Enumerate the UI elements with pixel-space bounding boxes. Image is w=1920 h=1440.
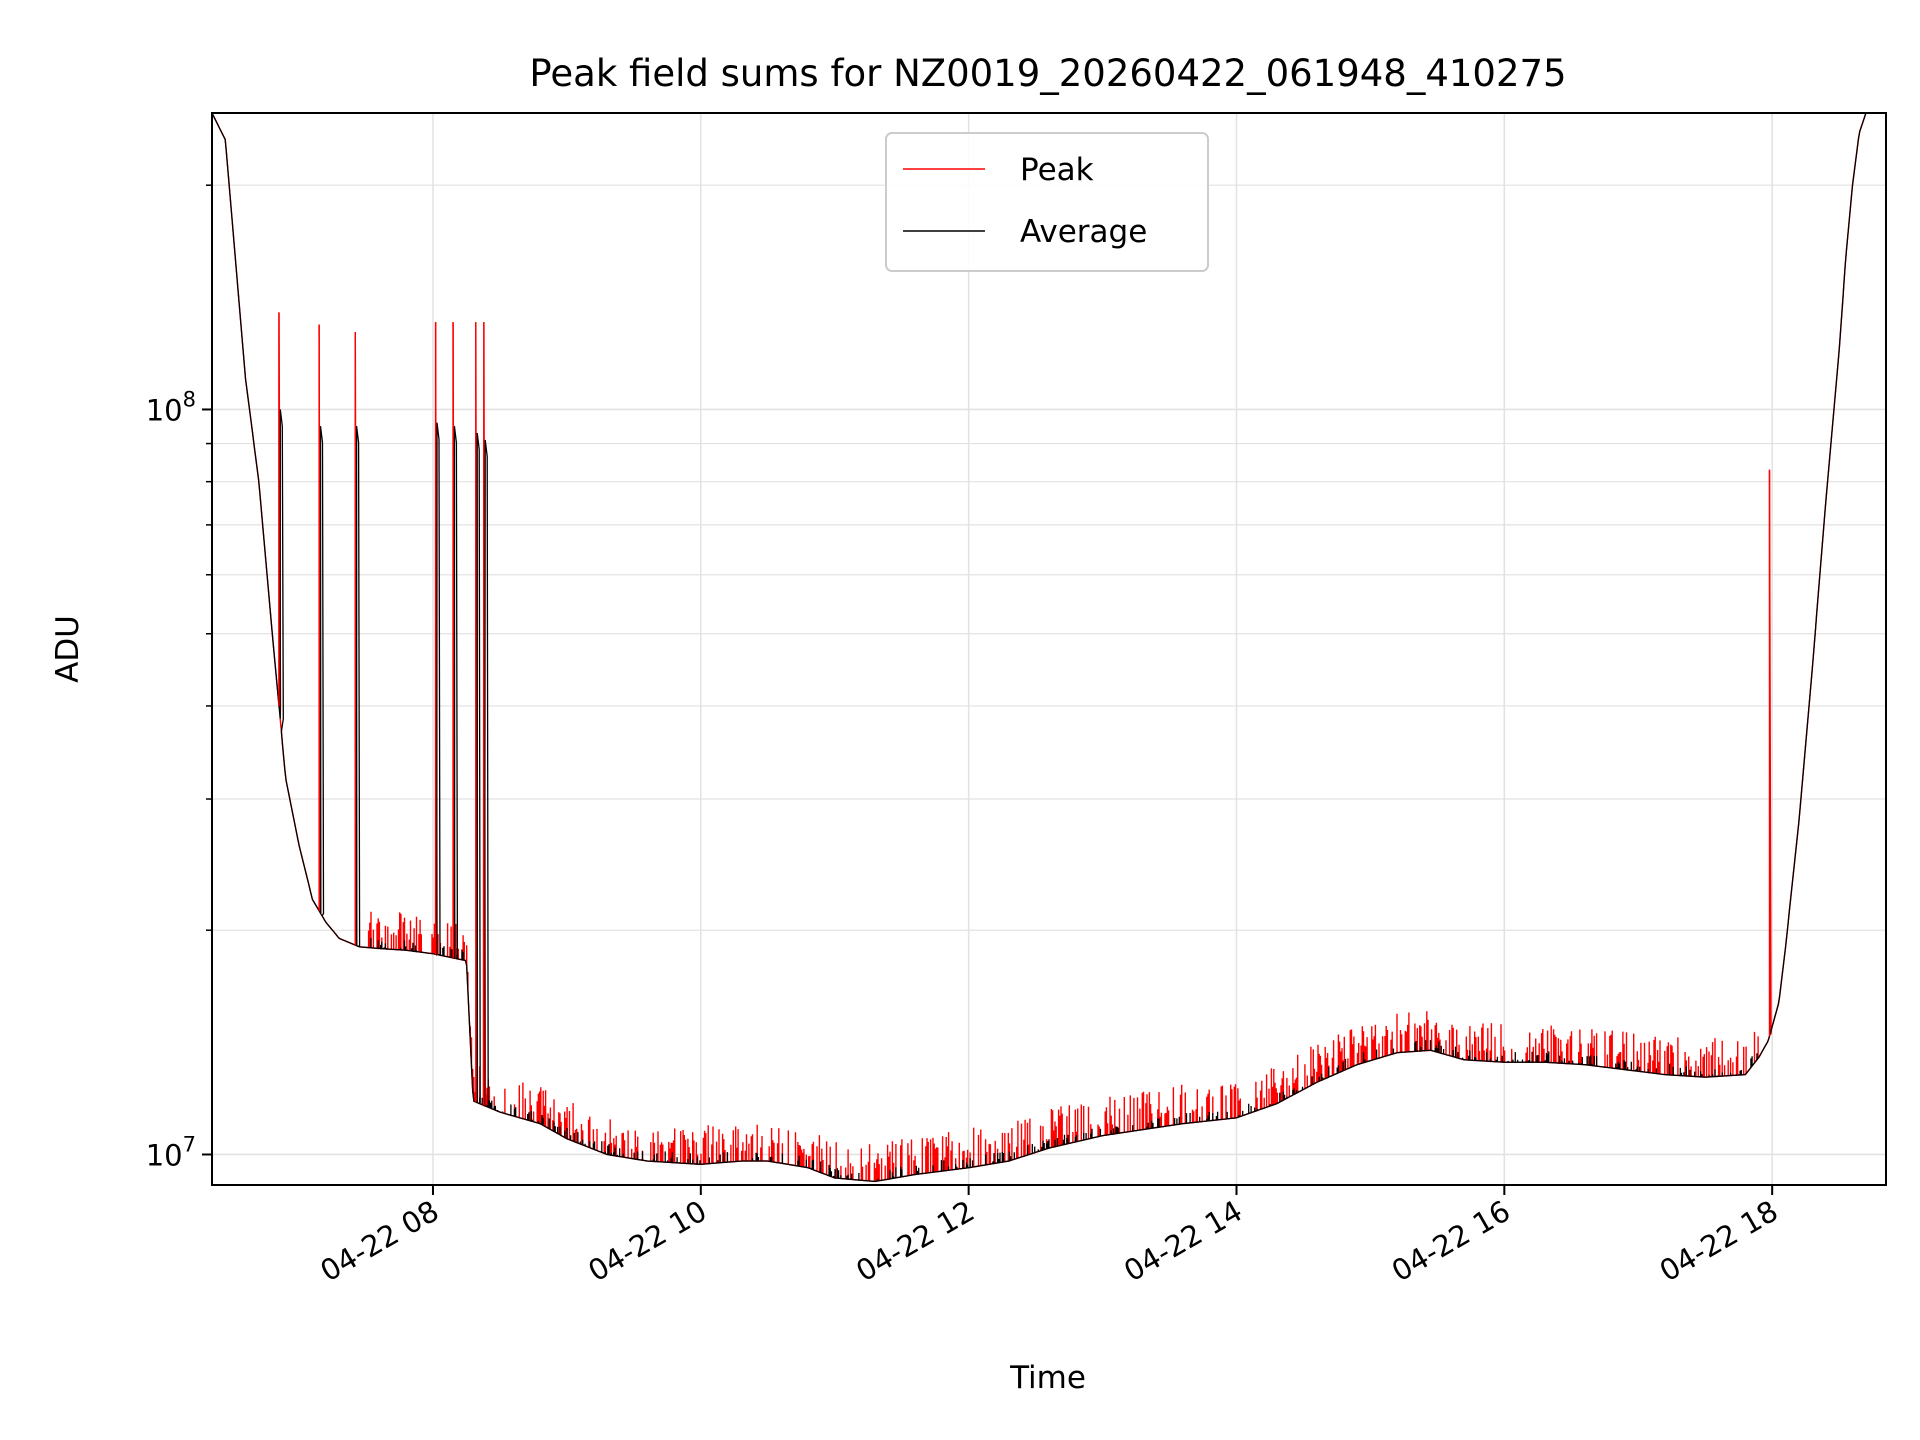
- average-series-line: [212, 113, 1886, 1183]
- y-tick-base: 10: [146, 1138, 183, 1172]
- chart-title: Peak field sums for NZ0019_20260422_0619…: [529, 52, 1566, 95]
- y-tick-exponent: 7: [183, 1132, 196, 1156]
- y-tick-base: 10: [146, 393, 183, 427]
- legend-box: [885, 132, 1209, 272]
- y-tick-label: 107: [146, 1132, 196, 1172]
- legend-label-peak: Peak: [1020, 152, 1094, 188]
- legend-label-average: Average: [1020, 214, 1147, 250]
- plot-area: [212, 113, 1886, 1183]
- plot-frame: [211, 112, 1887, 1186]
- legend: Peak Average: [885, 132, 1209, 272]
- x-axis-title: Time: [1009, 1360, 1086, 1396]
- y-axis-title: ADU: [50, 615, 86, 683]
- grid: [212, 113, 1886, 1185]
- y-tick-label: 108: [146, 387, 196, 427]
- y-tick-exponent: 8: [183, 387, 196, 411]
